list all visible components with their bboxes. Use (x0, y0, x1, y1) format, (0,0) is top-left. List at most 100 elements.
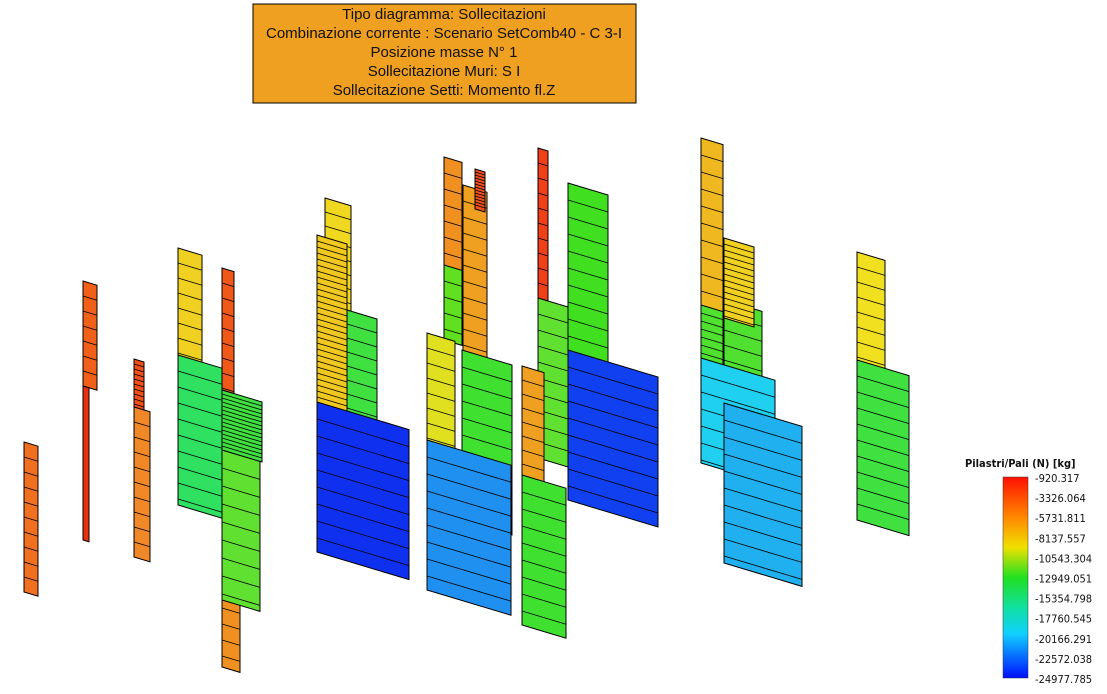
panel-stripe (346, 379, 378, 390)
panel-stripe (221, 357, 235, 362)
panel-stripe (537, 313, 569, 324)
panel-stripe (567, 267, 609, 281)
panel-stripe (177, 418, 223, 433)
panel-stripe (221, 282, 235, 287)
panel-stripe (723, 243, 755, 254)
panel-stripe (567, 335, 609, 349)
panel-stripe (177, 262, 203, 271)
panel-stripe (426, 524, 512, 551)
panel-stripe (723, 315, 755, 326)
color-scale (1002, 476, 1029, 679)
panel-stripe (221, 521, 261, 534)
panel-stripe (177, 370, 223, 385)
panel-stripe (462, 344, 488, 353)
panel-stripe (133, 496, 151, 503)
panel-stripe (521, 393, 545, 401)
panel-stripe (700, 391, 776, 415)
panel-stripe (723, 359, 763, 372)
legend-label: -24977.785 (1035, 673, 1092, 686)
panel-stripe (316, 520, 410, 549)
panel-stripe (462, 264, 488, 273)
panel-stripe (537, 267, 549, 272)
panel-stripe (133, 526, 151, 533)
legend-label: -20166.291 (1035, 633, 1092, 646)
panel-stripe (567, 216, 609, 230)
panel-stripe (316, 342, 348, 353)
panel-stripe (856, 391, 910, 408)
panel-stripe (221, 639, 241, 646)
panel-stripe (723, 249, 755, 260)
panel-stripe (723, 303, 755, 314)
panel-stripe (856, 266, 886, 276)
panel-stripe (443, 280, 463, 287)
panel-stripe (316, 312, 348, 323)
panel-stripe (426, 490, 512, 517)
panel-stripe (474, 171, 486, 176)
panel-stripe (23, 486, 39, 492)
panel-stripe (82, 340, 98, 346)
panel-stripe (221, 575, 261, 588)
header-line: Sollecitazione Setti: Momento fl.Z (333, 82, 556, 99)
panel-stripe (316, 294, 348, 305)
panel-stripe (221, 405, 263, 419)
panel-stripe (461, 417, 513, 434)
panel-stripe (700, 273, 724, 281)
panel-stripe (426, 437, 456, 447)
panel-stripe (221, 417, 263, 431)
wall-panel (316, 234, 348, 415)
panel-stripe (443, 252, 463, 259)
panel-stripe (316, 330, 348, 341)
panel-stripe (221, 413, 263, 427)
panel-stripe (221, 387, 235, 392)
panel-stripe (567, 233, 609, 247)
panel-stripe (700, 222, 724, 230)
wall-panel (82, 280, 98, 391)
panel-stripe (462, 216, 488, 225)
panel-stripe (521, 542, 567, 557)
panel-stripe (443, 328, 463, 335)
panel-stripe (177, 307, 203, 316)
panel-stripe (856, 356, 886, 366)
panel-stripe (723, 538, 803, 563)
panel-stripe (461, 383, 513, 400)
header: Tipo diagramma: Sollecitazioni Combinazio… (266, 6, 622, 99)
legend-label: -22572.038 (1035, 653, 1092, 666)
panel-stripe (316, 264, 348, 275)
panel-stripe (521, 593, 567, 608)
panel-stripe (316, 282, 348, 293)
panel-stripe (133, 388, 145, 393)
panel-stripe (133, 451, 151, 458)
panel-stripe (537, 177, 549, 182)
panel-stripe (537, 282, 549, 287)
panel-stripe (462, 296, 488, 305)
panel-stripe (723, 255, 755, 266)
wall-panel (723, 402, 803, 588)
panel-stripe (856, 341, 886, 351)
panel-stripe (316, 324, 348, 335)
wall-panel (426, 332, 456, 453)
panel-stripe (567, 284, 609, 298)
panel-stripe (426, 473, 512, 500)
panel-stripe (567, 468, 659, 497)
panel-stripe (474, 204, 486, 209)
panel-stripe (346, 323, 378, 334)
legend-label: -920.317 (1035, 472, 1079, 485)
panel-stripe (723, 291, 755, 302)
panel-stripe (443, 296, 463, 303)
panel-stripe (856, 375, 910, 392)
panel-stripe (316, 452, 410, 481)
panel-stripe (221, 429, 263, 443)
panel-stripe (23, 531, 39, 537)
panel-stripe (221, 433, 263, 447)
panel-stripe (723, 309, 755, 320)
panel-stripe (346, 365, 378, 376)
panel-stripe (316, 396, 348, 407)
panel-stripe (23, 471, 39, 477)
panel-stripe (316, 336, 348, 347)
panel-stripe (443, 312, 463, 319)
panel-stripe (324, 211, 352, 221)
panel-stripe (316, 288, 348, 299)
panel-stripe (723, 267, 755, 278)
legend-label: -15354.798 (1035, 593, 1092, 606)
